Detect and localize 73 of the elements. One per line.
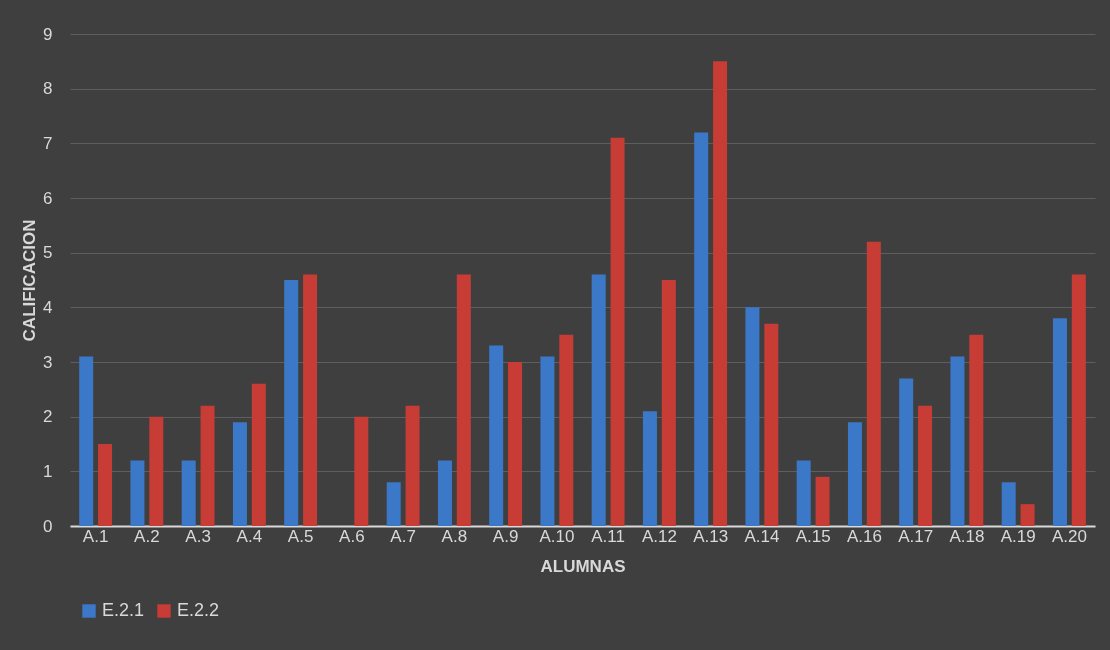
x-tick-label: A.1 bbox=[82, 526, 109, 546]
bar bbox=[181, 460, 196, 526]
bar bbox=[713, 61, 728, 526]
bar bbox=[899, 378, 914, 526]
x-tick-label: A.6 bbox=[339, 526, 365, 546]
y-tick-label: 7 bbox=[43, 133, 53, 153]
y-tick-label: 2 bbox=[43, 407, 53, 427]
bar bbox=[1001, 482, 1016, 526]
y-tick-label: 1 bbox=[43, 461, 53, 481]
bar bbox=[918, 405, 933, 526]
y-tick-label: 5 bbox=[43, 243, 53, 263]
x-tick-label: A.18 bbox=[949, 526, 985, 546]
bar bbox=[1071, 274, 1086, 526]
bar bbox=[866, 241, 881, 526]
bar bbox=[847, 422, 862, 526]
bar bbox=[540, 356, 555, 526]
bar bbox=[764, 323, 779, 526]
bar bbox=[796, 460, 811, 526]
legend-label: E.2.1 bbox=[102, 600, 145, 620]
y-tick-label: 9 bbox=[43, 24, 53, 44]
bar bbox=[251, 383, 266, 526]
bar bbox=[642, 411, 657, 526]
bar bbox=[610, 137, 625, 526]
bar bbox=[745, 307, 760, 526]
x-tick-label: A.19 bbox=[1000, 526, 1036, 546]
bar bbox=[694, 132, 709, 526]
bar bbox=[1020, 504, 1035, 526]
x-tick-label: A.20 bbox=[1051, 526, 1087, 546]
x-tick-label: A.7 bbox=[390, 526, 416, 546]
bar bbox=[661, 280, 676, 526]
legend-label: E.2.2 bbox=[177, 600, 220, 620]
bar bbox=[815, 476, 830, 526]
y-tick-label: 4 bbox=[43, 297, 53, 317]
bar bbox=[1052, 318, 1067, 526]
bar bbox=[232, 422, 247, 526]
bar bbox=[437, 460, 452, 526]
x-tick-label: A.5 bbox=[287, 526, 314, 546]
x-tick-label: A.17 bbox=[898, 526, 934, 546]
x-tick-label: A.11 bbox=[591, 526, 625, 546]
bar bbox=[284, 280, 299, 526]
bar bbox=[386, 482, 401, 526]
bar bbox=[456, 274, 471, 526]
bar bbox=[591, 274, 606, 526]
bar bbox=[303, 274, 318, 526]
bar bbox=[559, 334, 574, 526]
y-tick-label: 0 bbox=[43, 516, 53, 536]
bar bbox=[354, 416, 369, 526]
x-tick-label: A.10 bbox=[539, 526, 575, 546]
bar bbox=[489, 345, 504, 526]
bar bbox=[98, 444, 113, 526]
x-axis-title: ALUMNAS bbox=[540, 556, 626, 576]
x-tick-label: A.8 bbox=[441, 526, 468, 546]
bar bbox=[969, 334, 984, 526]
bar bbox=[200, 405, 215, 526]
bar bbox=[405, 405, 420, 526]
y-tick-label: 3 bbox=[43, 352, 53, 372]
x-tick-label: A.16 bbox=[846, 526, 882, 546]
bar bbox=[508, 362, 523, 526]
bar bbox=[79, 356, 94, 526]
y-tick-label: 6 bbox=[43, 188, 53, 208]
x-tick-label: A.15 bbox=[795, 526, 831, 546]
x-tick-label: A.3 bbox=[185, 526, 211, 546]
bar bbox=[149, 416, 164, 526]
bar bbox=[130, 460, 145, 526]
x-tick-label: A.12 bbox=[641, 526, 677, 546]
x-tick-label: A.9 bbox=[492, 526, 519, 546]
x-tick-label: A.14 bbox=[744, 526, 780, 546]
x-tick-label: A.4 bbox=[236, 526, 263, 546]
bar bbox=[950, 356, 965, 526]
y-tick-label: 8 bbox=[43, 79, 53, 99]
x-tick-label: A.13 bbox=[693, 526, 729, 546]
y-axis-title: CALIFICACION bbox=[20, 219, 40, 342]
x-tick-label: A.2 bbox=[134, 526, 160, 546]
